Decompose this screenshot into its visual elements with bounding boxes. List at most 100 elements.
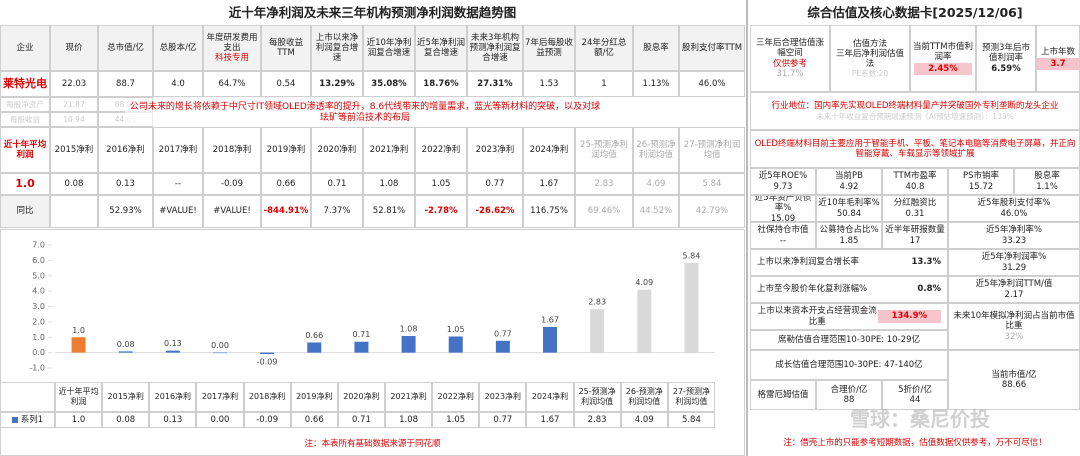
- cell: 现价: [50, 25, 98, 71]
- cell-text: 公司未来的增长将依赖于中尺寸IT领域OLED渗透率的提升，8.6代线带来的增量需…: [129, 101, 601, 123]
- cell-text: 1.13%: [642, 78, 670, 89]
- y-tick-label: 6.0: [32, 256, 45, 265]
- cell: 2.83: [573, 412, 621, 428]
- cell-text: OLED终端材料目前主要应用于智能手机、平板、笔记本电脑等消费电子屏幕，并正向智…: [754, 138, 1076, 159]
- cell-text: 2018净利: [248, 392, 286, 402]
- cell: 0.13: [149, 412, 197, 428]
- cell-text: 上市以来资本开支占经营现金流比重: [757, 306, 877, 327]
- cell-text: 2021净利: [390, 392, 427, 402]
- cell: #VALUE!: [153, 195, 203, 228]
- cell-text: 0.8%: [917, 284, 941, 295]
- cell: 当前TTM市值利润率 2.45%: [910, 25, 976, 92]
- cell: 上市年数 3.7: [1036, 25, 1080, 92]
- bar: [354, 341, 369, 353]
- cell: 年度研发费用支出 科技专用: [203, 25, 261, 71]
- cell-text: 近十年平均利润: [3, 139, 47, 160]
- cell: 1.08: [385, 412, 433, 428]
- cell: 35.08%: [363, 71, 415, 97]
- cell: 5折价/亿 44: [882, 380, 948, 410]
- cell: 2.83: [575, 173, 633, 195]
- cell-text: 1.08: [399, 414, 419, 425]
- bar: [590, 309, 605, 353]
- cell-text: 13.29%: [319, 78, 355, 89]
- cell: 席勒估值合理范围10-30PE: 10-29亿: [750, 330, 948, 350]
- bar: [71, 337, 86, 353]
- cell-text: 7.37%: [323, 206, 351, 217]
- cell-text: 0.77: [493, 414, 513, 425]
- cell: 公司未来的增长将依赖于中尺寸IT领域OLED渗透率的提升，8.6代线带来的增量需…: [125, 99, 605, 126]
- cell-text: 2022净利: [421, 144, 461, 155]
- cell-text: 2.17: [1004, 289, 1024, 300]
- cell-text: 46.0%: [698, 78, 726, 89]
- cell-text: 2022净利: [437, 392, 474, 402]
- cell: 上市以来净利润复合增速: [311, 25, 363, 71]
- cell: 4.09: [633, 173, 679, 195]
- cell-text: 7年后每股收益预测: [525, 37, 573, 58]
- cell: 每股收益: [0, 112, 50, 127]
- cell: 2021净利: [363, 127, 415, 173]
- cell-text: 46.0%: [1000, 208, 1028, 219]
- cell-text: 股利支付率TTM: [681, 42, 743, 53]
- cell-text: 1.1%: [1036, 181, 1058, 192]
- cell: 2017净利: [153, 127, 203, 173]
- bar: [118, 351, 133, 353]
- cell: 股利支付率TTM: [679, 25, 745, 71]
- cell-text: 近5年股利支付率%: [977, 198, 1051, 209]
- cell-text: --: [174, 178, 182, 189]
- cell-text: 科技专用: [214, 53, 249, 64]
- cell-text: 64.7%: [218, 78, 246, 89]
- cell: 股息率: [633, 25, 679, 71]
- data-label: 1.08: [400, 325, 418, 334]
- cell-text: 估值方法: [852, 38, 887, 49]
- cell: 2015净利: [50, 127, 98, 173]
- cell-text: 未来十年收益复合预期增速预测（AI预估增速预测）：133%: [816, 111, 1014, 121]
- cell: #VALUE!: [203, 195, 261, 228]
- cell-text: 2020净利: [317, 144, 357, 155]
- cell-text: 88.7: [116, 78, 135, 89]
- cell: 总市值/亿: [98, 25, 153, 71]
- cell-text: 18.76%: [423, 78, 459, 89]
- cell-text: 0.08: [116, 414, 136, 425]
- cell-text: 2015净利: [107, 392, 144, 402]
- cell-text: 上市以来净利润复合增长率: [757, 257, 860, 268]
- cell: 1.05: [415, 173, 467, 195]
- cell-text: 40.8: [905, 181, 925, 192]
- cell: 1.53: [523, 71, 575, 97]
- cell: 25-预测净利润均值: [575, 127, 633, 173]
- cell-text: 134.9%: [877, 310, 941, 323]
- cell-text: 近5年资产负债率%: [754, 195, 812, 214]
- cell-text: 同比: [16, 206, 34, 217]
- cell: OLED终端材料目前主要应用于智能手机、平板、笔记本电脑等消费电子屏幕，并正向智…: [750, 130, 1080, 168]
- cell: 近5年净利润率% 31.29: [948, 249, 1080, 276]
- cell-text: 每股收益: [10, 115, 40, 124]
- cell: -2.78%: [415, 195, 467, 228]
- cell-text: 未来3年机构预测净利润复合增速: [469, 32, 521, 64]
- cell-text: 当前TTM市值利润率: [912, 42, 974, 63]
- cell: 2024净利: [523, 127, 575, 173]
- cell: 估值方法 三年后净利润估值法 PE系数:20: [830, 25, 910, 92]
- cell-text: 1.53: [539, 78, 559, 89]
- cell: 26-预测净利润均值: [633, 127, 679, 173]
- cell-text: 10.94: [63, 115, 85, 124]
- cell-text: 1: [601, 78, 607, 89]
- cell: 2018净利: [243, 382, 291, 412]
- cell-text: 15.72: [968, 181, 994, 192]
- cell-text: 未来10年模拟净利润占当前市值比重: [953, 311, 1075, 332]
- cell-text: 注：本表所有基础数据来源于同花顺: [304, 438, 441, 449]
- cell-text: 1.67: [539, 178, 559, 189]
- cell: 7.37%: [311, 195, 363, 228]
- cell-text: 近5年净利率%: [986, 225, 1042, 236]
- cell-text: 4.09: [634, 414, 654, 425]
- cell: 2023净利: [467, 127, 523, 173]
- data-label: 0.13: [164, 339, 182, 348]
- cell-text: 0.54: [276, 78, 296, 89]
- cell-text: 5.84: [702, 178, 722, 189]
- cell-text: 预测3年后市值利润率: [982, 43, 1030, 64]
- cell-text: 席勒估值合理范围10-30PE: 10-29亿: [778, 334, 920, 345]
- cell-text: 0.66: [276, 178, 296, 189]
- cell-text: 4.09: [646, 178, 666, 189]
- bar: [401, 336, 416, 353]
- cell-text: 25-预测净利润均值: [578, 387, 616, 406]
- cell-text: 注：借壳上市的只能参考短期数据，估值数据仅供参考，万不可尽信！: [783, 437, 1047, 448]
- cell-text: -26.62%: [475, 206, 515, 217]
